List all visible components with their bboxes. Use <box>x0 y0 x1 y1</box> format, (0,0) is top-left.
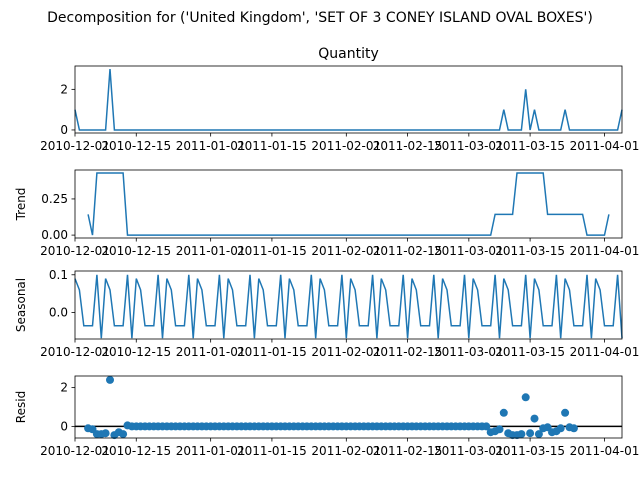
x-tick-label: 2011-01-15 <box>237 444 307 458</box>
x-tick-label: 2011-01-15 <box>237 139 307 153</box>
y-tick-label: 0 <box>60 123 68 137</box>
x-tick-label: 2011-02-01 <box>311 244 381 258</box>
x-tick-label: 2010-12-15 <box>101 444 171 458</box>
resid-point <box>106 375 114 384</box>
x-tick-label: 2010-12-15 <box>101 345 171 359</box>
resid-point <box>499 408 508 417</box>
x-tick-label: 2010-12-15 <box>101 244 171 258</box>
y-tick-label: 2 <box>60 381 68 395</box>
resid-point <box>482 422 491 431</box>
panel-title: Quantity <box>318 46 379 62</box>
x-tick-label: 2011-03-01 <box>434 244 504 258</box>
x-tick-label: 2011-01-01 <box>176 444 246 458</box>
resid-point <box>561 408 570 417</box>
seasonal-series-line <box>74 274 623 339</box>
x-tick-label: 2011-02-15 <box>373 139 443 153</box>
x-tick-label: 2011-03-15 <box>495 244 565 258</box>
x-tick-label: 2011-01-01 <box>176 139 246 153</box>
resid-point <box>495 425 504 434</box>
x-tick-label: 2011-03-01 <box>434 139 504 153</box>
y-axis-label: Seasonal <box>14 278 28 332</box>
resid-point <box>119 430 128 439</box>
x-tick-label: 2011-01-01 <box>176 345 246 359</box>
x-tick-label: 2011-03-15 <box>495 444 565 458</box>
observed-series-line <box>74 68 623 131</box>
resid-point <box>517 430 526 439</box>
y-axis-label: Resid <box>14 391 28 423</box>
x-tick-label: 2011-03-01 <box>434 444 504 458</box>
y-tick-label: 2 <box>60 82 68 96</box>
x-tick-label: 2011-02-01 <box>311 345 381 359</box>
x-tick-label: 2011-02-15 <box>373 244 443 258</box>
axes-frame <box>74 65 623 134</box>
x-tick-label: 2011-02-01 <box>311 139 381 153</box>
y-tick-label: 0.1 <box>49 268 68 282</box>
resid-point <box>569 424 578 433</box>
x-tick-label: 2011-03-15 <box>495 139 565 153</box>
x-tick-label: 2011-04-01 <box>570 345 640 359</box>
axes-frame <box>74 375 623 439</box>
x-tick-label: 2011-03-01 <box>434 345 504 359</box>
x-tick-label: 2011-02-15 <box>373 345 443 359</box>
x-tick-label: 2010-12-01 <box>40 444 110 458</box>
resid-point <box>526 429 535 438</box>
resid-point <box>530 414 539 423</box>
axes-frame <box>74 270 623 340</box>
trend-series-line <box>87 172 610 236</box>
y-tick-label: 0 <box>60 419 68 433</box>
x-tick-label: 2011-01-15 <box>237 345 307 359</box>
x-tick-label: 2010-12-01 <box>40 139 110 153</box>
x-tick-label: 2011-04-01 <box>570 244 640 258</box>
x-tick-label: 2010-12-01 <box>40 345 110 359</box>
x-tick-label: 2010-12-15 <box>101 139 171 153</box>
resid-point <box>556 424 565 433</box>
x-tick-label: 2011-02-15 <box>373 444 443 458</box>
x-tick-label: 2011-01-15 <box>237 244 307 258</box>
axes-frame <box>74 169 623 239</box>
resid-point <box>521 393 530 402</box>
resid-point <box>534 430 543 439</box>
x-tick-label: 2011-03-15 <box>495 345 565 359</box>
y-axis-label: Trend <box>14 188 28 222</box>
x-tick-label: 2011-04-01 <box>570 444 640 458</box>
y-tick-label: 0.0 <box>49 306 68 320</box>
y-tick-label: 0.25 <box>41 192 68 206</box>
x-tick-label: 2010-12-01 <box>40 244 110 258</box>
x-tick-label: 2011-04-01 <box>570 139 640 153</box>
x-tick-label: 2011-02-01 <box>311 444 381 458</box>
x-tick-label: 2011-01-01 <box>176 244 246 258</box>
figure-suptitle: Decomposition for ('United Kingdom', 'SE… <box>47 10 593 26</box>
y-tick-label: 0.00 <box>41 228 68 242</box>
resid-point <box>101 429 110 438</box>
